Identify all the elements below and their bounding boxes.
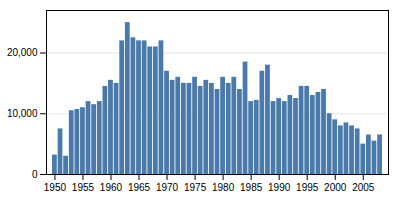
svg-text:1970: 1970 <box>156 182 179 193</box>
svg-text:10,000: 10,000 <box>7 108 38 119</box>
svg-text:1950: 1950 <box>44 182 67 193</box>
svg-text:1975: 1975 <box>184 182 207 193</box>
svg-text:1990: 1990 <box>268 182 291 193</box>
svg-text:1965: 1965 <box>128 182 151 193</box>
svg-text:1980: 1980 <box>212 182 235 193</box>
svg-text:2005: 2005 <box>352 182 375 193</box>
svg-text:1960: 1960 <box>100 182 123 193</box>
svg-text:1985: 1985 <box>240 182 263 193</box>
svg-text:1995: 1995 <box>296 182 319 193</box>
svg-text:20,000: 20,000 <box>7 47 38 58</box>
svg-text:1955: 1955 <box>72 182 95 193</box>
svg-text:2000: 2000 <box>324 182 347 193</box>
svg-text:0: 0 <box>32 169 38 180</box>
